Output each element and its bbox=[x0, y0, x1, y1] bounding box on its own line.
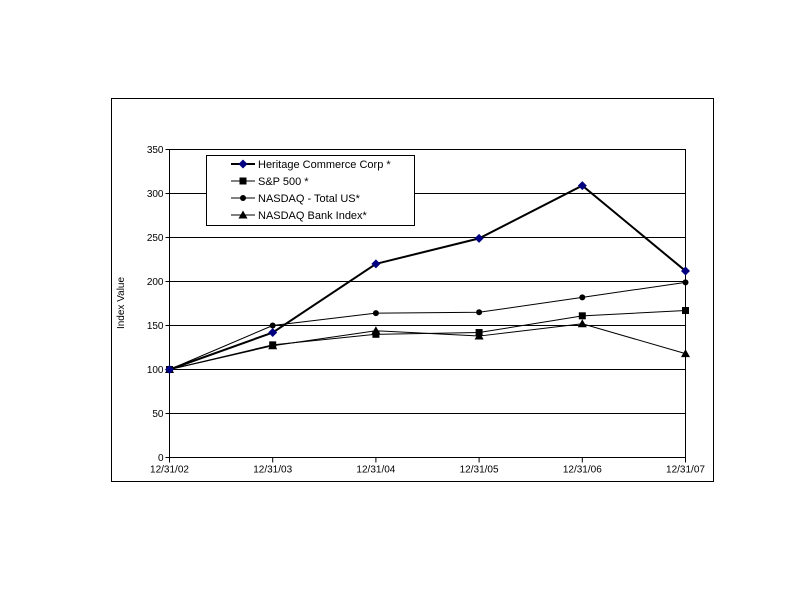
data-point bbox=[681, 266, 690, 276]
y-tick-label: 0 bbox=[158, 453, 164, 464]
data-point bbox=[476, 309, 483, 316]
data-point bbox=[577, 181, 587, 191]
legend-marker bbox=[240, 195, 246, 201]
y-axis-label: Index Value bbox=[116, 277, 127, 330]
legend-label: NASDAQ Bank Index* bbox=[258, 210, 368, 222]
legend-label: NASDAQ - Total US* bbox=[258, 193, 361, 205]
plot-area bbox=[169, 149, 686, 458]
legend-label: Heritage Commerce Corp * bbox=[258, 159, 391, 171]
x-tick-label: 12/31/05 bbox=[460, 465, 499, 476]
data-point bbox=[165, 365, 174, 374]
data-point bbox=[682, 279, 689, 286]
data-point bbox=[577, 319, 587, 328]
data-point bbox=[269, 322, 276, 329]
y-tick-label: 350 bbox=[147, 145, 164, 156]
data-point bbox=[475, 329, 483, 337]
data-point bbox=[578, 312, 586, 320]
y-tick-label: 150 bbox=[147, 321, 164, 332]
legend-label: S&P 500 * bbox=[258, 176, 309, 188]
series-0 bbox=[165, 181, 690, 374]
data-point bbox=[268, 328, 278, 338]
legend-item: Heritage Commerce Corp * bbox=[231, 159, 391, 171]
data-point bbox=[372, 310, 379, 317]
series-line bbox=[169, 184, 687, 371]
x-tick-label: 12/31/07 bbox=[666, 465, 705, 476]
legend-item: NASDAQ - Total US* bbox=[231, 193, 361, 205]
x-tick-label: 12/31/04 bbox=[356, 465, 395, 476]
y-tick-label: 300 bbox=[147, 189, 164, 200]
series-line bbox=[169, 310, 686, 370]
y-tick-label: 200 bbox=[147, 277, 164, 288]
series-line bbox=[169, 281, 686, 370]
data-point bbox=[579, 294, 586, 301]
legend: Heritage Commerce Corp * S&P 500 * NASDAQ … bbox=[206, 155, 415, 226]
y-tick-label: 100 bbox=[147, 365, 164, 376]
series-2 bbox=[166, 279, 689, 373]
x-tick-label: 12/31/03 bbox=[253, 465, 292, 476]
legend-item: S&P 500 * bbox=[231, 176, 309, 188]
data-point bbox=[681, 349, 690, 358]
y-tick-label: 50 bbox=[152, 409, 164, 420]
data-point bbox=[682, 307, 689, 315]
data-point bbox=[474, 233, 484, 243]
data-point bbox=[371, 259, 381, 269]
legend-marker bbox=[239, 177, 247, 185]
legend-marker bbox=[238, 210, 248, 219]
y-tick-label: 250 bbox=[147, 233, 164, 244]
data-point bbox=[269, 341, 277, 349]
data-point bbox=[372, 330, 380, 338]
x-tick-label: 12/31/02 bbox=[150, 465, 189, 476]
x-tick-label: 12/31/06 bbox=[563, 465, 602, 476]
legend-marker bbox=[238, 159, 248, 169]
legend-item: NASDAQ Bank Index* bbox=[231, 210, 368, 222]
